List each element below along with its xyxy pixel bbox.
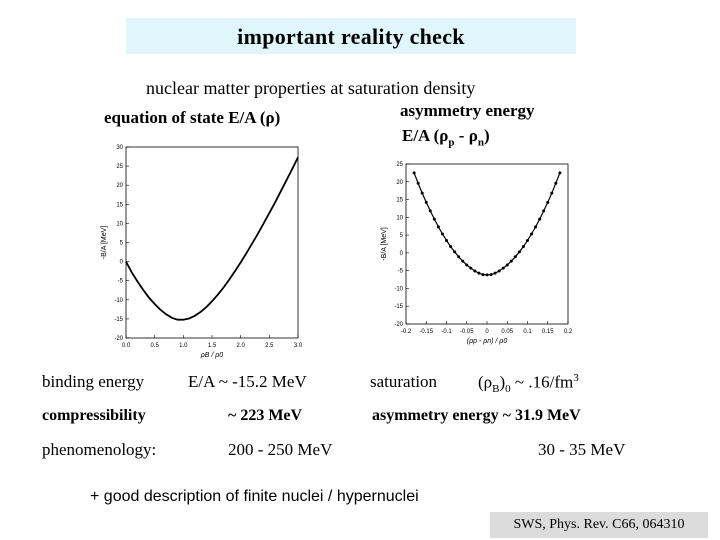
x-axis-label: ρB / ρ0 — [200, 352, 224, 359]
x-tick-label: 2.5 — [265, 343, 274, 349]
x-tick-label: 2.0 — [236, 343, 245, 349]
asymmetry-chart: -0.2 -0.15 -0.1 -0.05 0 0.05 0.1 0.15 0.2 -20 -15 -… — [381, 162, 573, 345]
slide-title: important reality check — [237, 24, 465, 49]
y-tick-label: -20 — [114, 336, 123, 342]
binding-energy-value: E/A ~ -15.2 MeV — [188, 372, 307, 391]
phenomenology-asym-value: 30 - 35 MeV — [538, 440, 626, 459]
y-tick-label: 0 — [400, 251, 404, 257]
y-tick-label: 15 — [116, 202, 123, 208]
asymmetry-title: asymmetry energy — [400, 101, 535, 120]
y-axis-label: -B/A [MeV] — [381, 227, 388, 261]
reference-box: SWS, Phys. Rev. C66, 064310 — [490, 512, 708, 538]
y-tick-label: 15 — [396, 198, 403, 204]
saturation-value: (ρB)0 ~ .16/fm3 — [478, 372, 579, 396]
y-tick-label: 5 — [120, 241, 124, 247]
x-tick-label: -0.2 — [401, 329, 412, 335]
plot-frame — [405, 163, 569, 325]
y-tick-label: -10 — [114, 298, 123, 304]
eos-label: equation of state E/A (ρ) — [104, 108, 281, 127]
x-axis-label: (ρp - ρn) / ρ0 — [467, 338, 508, 345]
y-tick-label: -5 — [398, 269, 404, 275]
y-tick-label: 30 — [116, 145, 123, 151]
x-tick-label: 0 — [485, 329, 489, 335]
x-tick-label: 0.0 — [122, 343, 131, 349]
y-tick-label: -5 — [118, 279, 124, 285]
x-tick-label: 0.2 — [564, 329, 573, 335]
x-tick-label: 0.05 — [501, 329, 513, 335]
x-tick-label: 3.0 — [294, 343, 303, 349]
x-tick-label: -0.05 — [460, 329, 474, 335]
y-tick-label: -15 — [394, 304, 403, 310]
plot-frame — [125, 146, 299, 339]
x-tick-label: -0.1 — [441, 329, 452, 335]
x-tick-label: -0.15 — [419, 329, 433, 335]
y-tick-label: -20 — [394, 322, 403, 328]
y-axis-label: -B/A [MeV] — [101, 226, 108, 260]
y-tick-label: 20 — [116, 183, 123, 189]
compressibility-value: ~ 223 MeV — [228, 407, 303, 424]
title-banner: important reality check — [126, 18, 576, 54]
asymmetry-curve — [413, 172, 561, 276]
phenomenology-label: phenomenology: — [42, 440, 157, 459]
y-tick-label: 10 — [116, 221, 123, 227]
asymmetry-formula: E/A (ρp - ρn) — [402, 126, 490, 149]
y-tick-label: 20 — [396, 180, 403, 186]
y-tick-label: -10 — [394, 286, 403, 292]
x-tick-label: 0.1 — [523, 329, 532, 335]
saturation-label: saturation — [370, 372, 438, 391]
eos-chart: 0.0 0.5 1.0 1.5 2.0 2.5 3.0 -20 -15 -10 -5 0 5 10 15 20… — [101, 145, 303, 359]
eos-curve — [125, 156, 299, 321]
x-tick-label: 0.15 — [542, 329, 554, 335]
compressibility-label: compressibility — [42, 407, 146, 424]
asymmetry-energy-value: asymmetry energy ~ 31.9 MeV — [372, 407, 581, 424]
y-tick-label: 5 — [400, 233, 404, 239]
y-tick-label: 25 — [116, 164, 123, 170]
y-tick-label: 0 — [120, 260, 124, 266]
binding-energy-label: binding energy — [42, 372, 145, 391]
y-tick-label: 25 — [396, 162, 403, 168]
x-tick-label: 0.5 — [150, 343, 159, 349]
footer-note: + good description of finite nuclei / hy… — [90, 488, 419, 505]
y-tick-label: 10 — [396, 215, 403, 221]
phenomenology-compress-value: 200 - 250 MeV — [228, 440, 333, 459]
slide-subtitle: nuclear matter properties at saturation … — [146, 78, 476, 98]
x-tick-label: 1.0 — [179, 343, 188, 349]
x-tick-label: 1.5 — [208, 343, 217, 349]
y-tick-label: -15 — [114, 317, 123, 323]
